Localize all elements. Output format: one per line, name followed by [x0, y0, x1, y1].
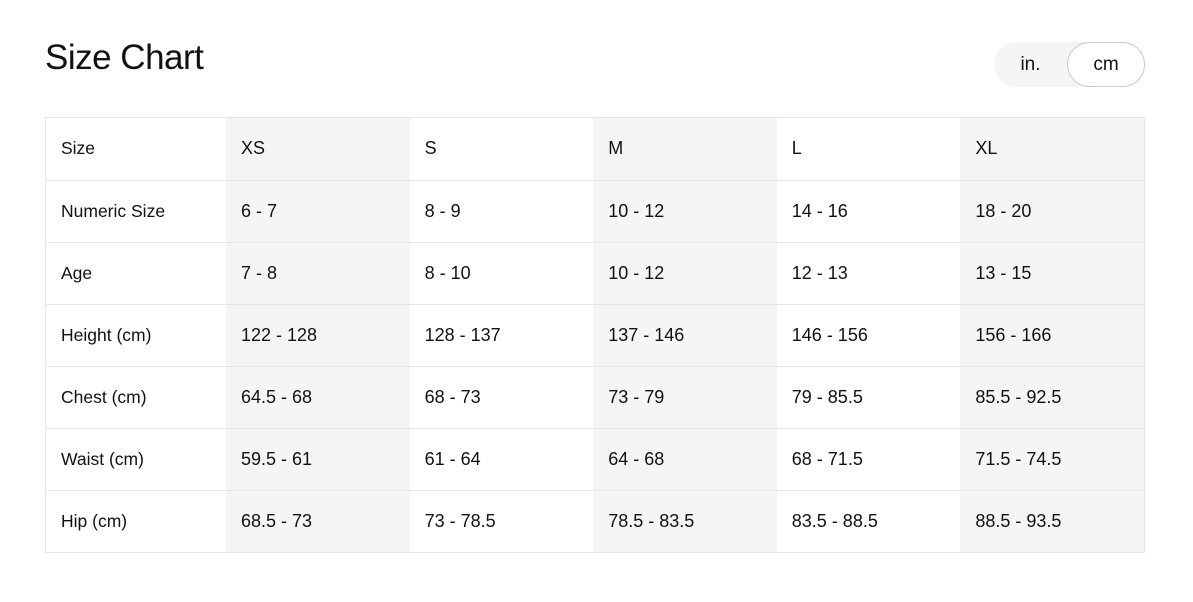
table-cell: 128 - 137	[409, 303, 594, 366]
table-cell: 156 - 166	[960, 303, 1144, 366]
table-row: Chest (cm) 64.5 - 68 68 - 73 73 - 79 79 …	[46, 365, 1144, 428]
unit-option-centimeters[interactable]: cm	[1067, 42, 1145, 87]
table-cell: 71.5 - 74.5	[960, 427, 1144, 490]
table-cell: 73 - 78.5	[409, 489, 594, 552]
size-table-grid: Size XS S M L XL Numeric Size 6 - 7 8 - …	[46, 118, 1144, 552]
table-cell: 64.5 - 68	[226, 365, 410, 428]
unit-option-inches[interactable]: in.	[1020, 54, 1041, 75]
table-cell: 146 - 156	[776, 303, 961, 366]
size-header-xs: XS	[226, 118, 410, 180]
table-cell: 7 - 8	[226, 241, 410, 304]
table-cell: 79 - 85.5	[776, 365, 961, 428]
table-cell: 85.5 - 92.5	[960, 365, 1144, 428]
table-cell: 122 - 128	[226, 303, 410, 366]
header-label: Size	[61, 138, 96, 159]
table-cell: 10 - 12	[593, 241, 777, 304]
table-row: Waist (cm) 59.5 - 61 61 - 64 64 - 68 68 …	[46, 427, 1144, 490]
table-cell: 83.5 - 88.5	[776, 489, 961, 552]
unit-toggle: in. cm	[994, 42, 1145, 87]
table-cell: 6 - 7	[226, 179, 410, 242]
table-row: Age 7 - 8 8 - 10 10 - 12 12 - 13 13 - 15	[46, 241, 1144, 304]
table-row: Numeric Size 6 - 7 8 - 9 10 - 12 14 - 16…	[46, 179, 1144, 242]
table-cell: 88.5 - 93.5	[960, 489, 1144, 552]
table-cell: 14 - 16	[776, 179, 961, 242]
table-cell: 137 - 146	[593, 303, 777, 366]
table-cell: 13 - 15	[960, 241, 1144, 304]
size-header-l: L	[791, 138, 802, 159]
size-table: Size XS S M L XL Numeric Size 6 - 7 8 - …	[45, 117, 1145, 553]
table-cell: 8 - 10	[409, 241, 594, 304]
table-cell: 68.5 - 73	[226, 489, 410, 552]
row-label: Numeric Size	[46, 179, 226, 242]
row-label: Chest (cm)	[46, 365, 226, 428]
table-cell: 18 - 20	[960, 179, 1144, 242]
table-cell: 78.5 - 83.5	[593, 489, 777, 552]
table-cell: 8 - 9	[409, 179, 594, 242]
table-cell: 10 - 12	[593, 179, 777, 242]
size-header-s: S	[424, 138, 437, 159]
row-label: Age	[46, 241, 226, 304]
table-cell: 64 - 68	[593, 427, 777, 490]
table-row: Hip (cm) 68.5 - 73 73 - 78.5 78.5 - 83.5…	[46, 489, 1144, 552]
table-cell: 68 - 71.5	[776, 427, 961, 490]
table-cell: 73 - 79	[593, 365, 777, 428]
table-cell: 61 - 64	[409, 427, 594, 490]
table-header-row: Size XS S M L XL	[46, 118, 1144, 180]
table-cell: 68 - 73	[409, 365, 594, 428]
table-cell: 12 - 13	[776, 241, 961, 304]
row-label: Hip (cm)	[46, 489, 226, 552]
size-header-xl: XL	[960, 118, 1144, 180]
table-cell: 59.5 - 61	[226, 427, 410, 490]
table-row: Height (cm) 122 - 128 128 - 137 137 - 14…	[46, 303, 1144, 366]
row-label: Height (cm)	[46, 303, 226, 366]
page-title: Size Chart	[45, 38, 204, 77]
row-label: Waist (cm)	[46, 427, 226, 490]
size-header-m: M	[593, 118, 777, 180]
